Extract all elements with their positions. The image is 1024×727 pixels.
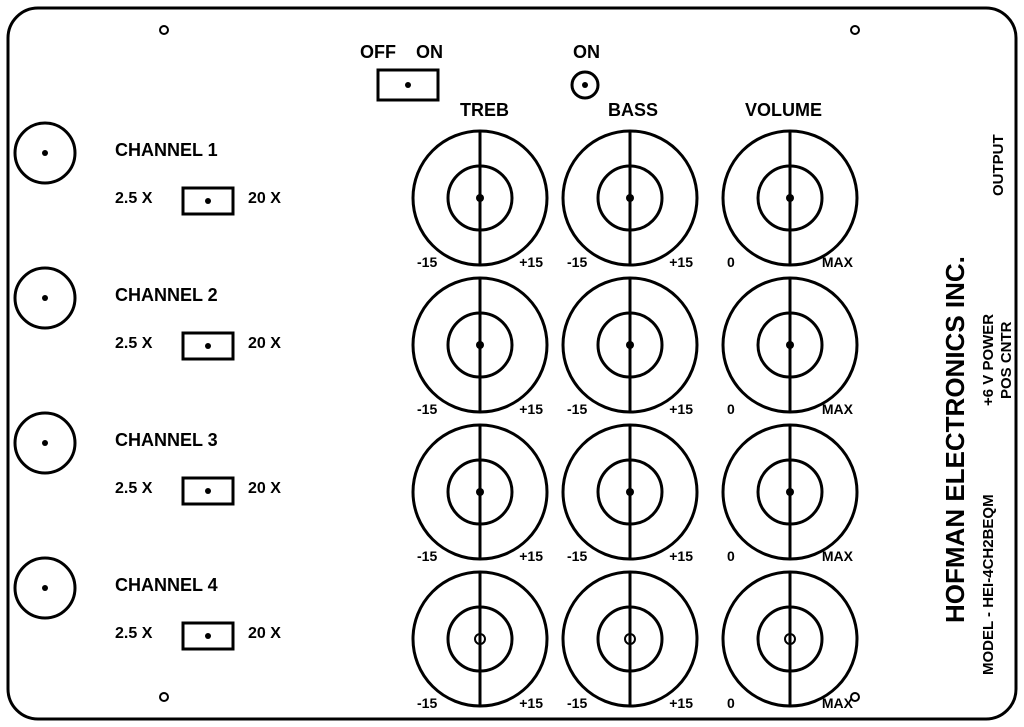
power-switch-dot (405, 82, 411, 88)
treb-knob-ch1-scale-right: +15 (519, 254, 543, 270)
channel-title-3: CHANNEL 3 (115, 430, 218, 450)
channel-title-4: CHANNEL 4 (115, 575, 218, 595)
bass-knob-ch3-scale-left: -15 (567, 548, 587, 564)
gain-switch-dot-ch1 (205, 198, 211, 204)
input-jack-dot-ch4 (42, 585, 48, 591)
header-bass: BASS (608, 100, 658, 121)
treb-knob-ch3-scale-left: -15 (417, 548, 437, 564)
panel-svg: CHANNEL 1 2.5 X 20 X CHANNEL 2 2.5 X 20 X CHAN… (0, 0, 1024, 727)
company-name: HOFMAN ELECTRONICS INC. (940, 180, 971, 700)
volume-knob-ch3-scale-right: MAX (822, 548, 854, 564)
volume-knob-ch2-scale-right: MAX (822, 401, 854, 417)
gain-switch-dot-ch3 (205, 488, 211, 494)
panel-outline (8, 8, 1016, 719)
bass-knob-ch3-scale-right: +15 (669, 548, 693, 564)
volume-knob-ch4-scale-right: MAX (822, 695, 854, 711)
gain-right-label-ch1: 20 X (248, 190, 281, 207)
input-jack-dot-ch1 (42, 150, 48, 156)
volume-knob-ch2-scale-left: 0 (727, 401, 735, 417)
pos-label: POS CNTR (998, 310, 1015, 410)
treb-knob-ch4-scale-right: +15 (519, 695, 543, 711)
treb-knob-ch3-scale-right: +15 (519, 548, 543, 564)
channel-title-1: CHANNEL 1 (115, 140, 218, 160)
on-indicator-dot (582, 82, 588, 88)
input-jack-dot-ch3 (42, 440, 48, 446)
treb-knob-ch2-scale-left: -15 (417, 401, 437, 417)
channel-title-2: CHANNEL 2 (115, 285, 218, 305)
bass-knob-ch2-scale-right: +15 (669, 401, 693, 417)
treb-knob-ch1-scale-left: -15 (417, 254, 437, 270)
treb-knob-ch2-scale-right: +15 (519, 401, 543, 417)
bass-knob-ch4-scale-right: +15 (669, 695, 693, 711)
header-treb: TREB (460, 100, 509, 121)
bass-knob-ch2-scale-left: -15 (567, 401, 587, 417)
model-label: MODEL - HEI-4CH2BEQM (980, 470, 997, 700)
bass-knob-ch4-scale-left: -15 (567, 695, 587, 711)
input-jack-dot-ch2 (42, 295, 48, 301)
header-volume: VOLUME (745, 100, 822, 121)
gain-right-label-ch4: 20 X (248, 625, 281, 642)
on-label-2: ON (573, 42, 600, 63)
gain-left-label-ch2: 2.5 X (115, 335, 153, 352)
volume-knob-ch4-scale-left: 0 (727, 695, 735, 711)
volume-knob-ch1-scale-left: 0 (727, 254, 735, 270)
power-label: +6 V POWER (980, 300, 997, 420)
bass-knob-ch1-scale-right: +15 (669, 254, 693, 270)
volume-knob-ch1-scale-right: MAX (822, 254, 854, 270)
on-label-1: ON (416, 42, 443, 63)
volume-knob-ch3-scale-left: 0 (727, 548, 735, 564)
bass-knob-ch1-scale-left: -15 (567, 254, 587, 270)
gain-left-label-ch1: 2.5 X (115, 190, 153, 207)
gain-right-label-ch3: 20 X (248, 480, 281, 497)
gain-left-label-ch3: 2.5 X (115, 480, 153, 497)
gain-switch-dot-ch4 (205, 633, 211, 639)
off-label: OFF (360, 42, 396, 63)
treb-knob-ch4-scale-left: -15 (417, 695, 437, 711)
panel-stage: CHANNEL 1 2.5 X 20 X CHANNEL 2 2.5 X 20 X CHAN… (0, 0, 1024, 727)
gain-right-label-ch2: 20 X (248, 335, 281, 352)
gain-left-label-ch4: 2.5 X (115, 625, 153, 642)
output-label: OUTPUT (990, 120, 1007, 210)
gain-switch-dot-ch2 (205, 343, 211, 349)
